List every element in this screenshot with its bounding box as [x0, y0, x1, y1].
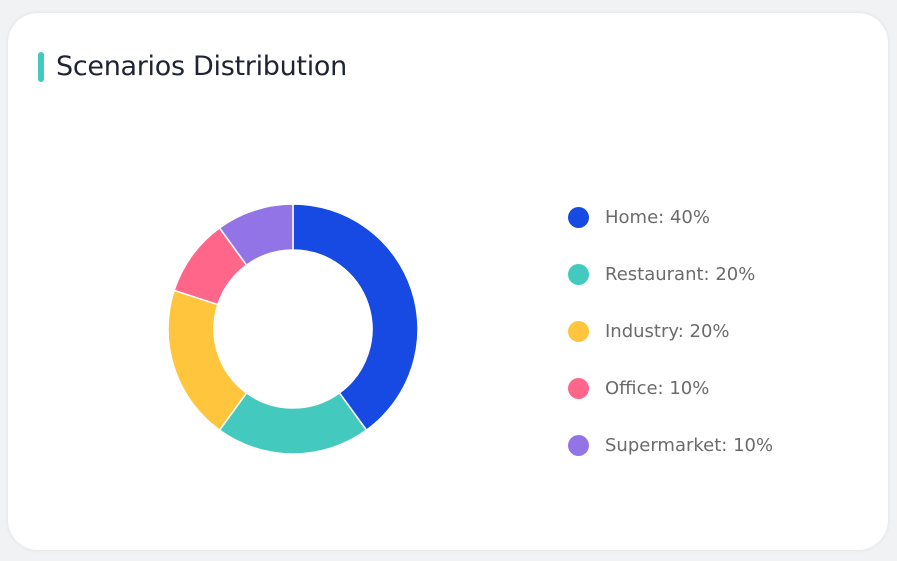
- donut-slice-restaurant[interactable]: [218, 391, 368, 455]
- chart-card: Scenarios Distribution Home: 40% Restaur…: [8, 13, 888, 550]
- legend-item-supermarket[interactable]: Supermarket: 10%: [568, 417, 773, 474]
- legend-label: Office: 10%: [605, 378, 710, 399]
- legend-swatch: [568, 264, 589, 285]
- legend-item-office[interactable]: Office: 10%: [568, 360, 773, 417]
- title-accent-bar: [38, 52, 44, 82]
- donut-slice-supermarket[interactable]: [218, 203, 294, 267]
- legend-swatch: [568, 207, 589, 228]
- donut-slice-home[interactable]: [292, 203, 419, 432]
- legend-label: Industry: 20%: [605, 321, 730, 342]
- legend-swatch: [568, 378, 589, 399]
- legend-item-industry[interactable]: Industry: 20%: [568, 303, 773, 360]
- donut-slice-industry[interactable]: [167, 289, 248, 432]
- legend-label: Home: 40%: [605, 207, 710, 228]
- legend-swatch: [568, 435, 589, 456]
- legend-swatch: [568, 321, 589, 342]
- legend: Home: 40% Restaurant: 20% Industry: 20% …: [568, 189, 773, 474]
- card-title: Scenarios Distribution: [56, 51, 347, 82]
- legend-label: Restaurant: 20%: [605, 264, 756, 285]
- legend-label: Supermarket: 10%: [605, 435, 774, 456]
- legend-item-home[interactable]: Home: 40%: [568, 189, 773, 246]
- donut-chart: [167, 203, 419, 455]
- legend-item-restaurant[interactable]: Restaurant: 20%: [568, 246, 773, 303]
